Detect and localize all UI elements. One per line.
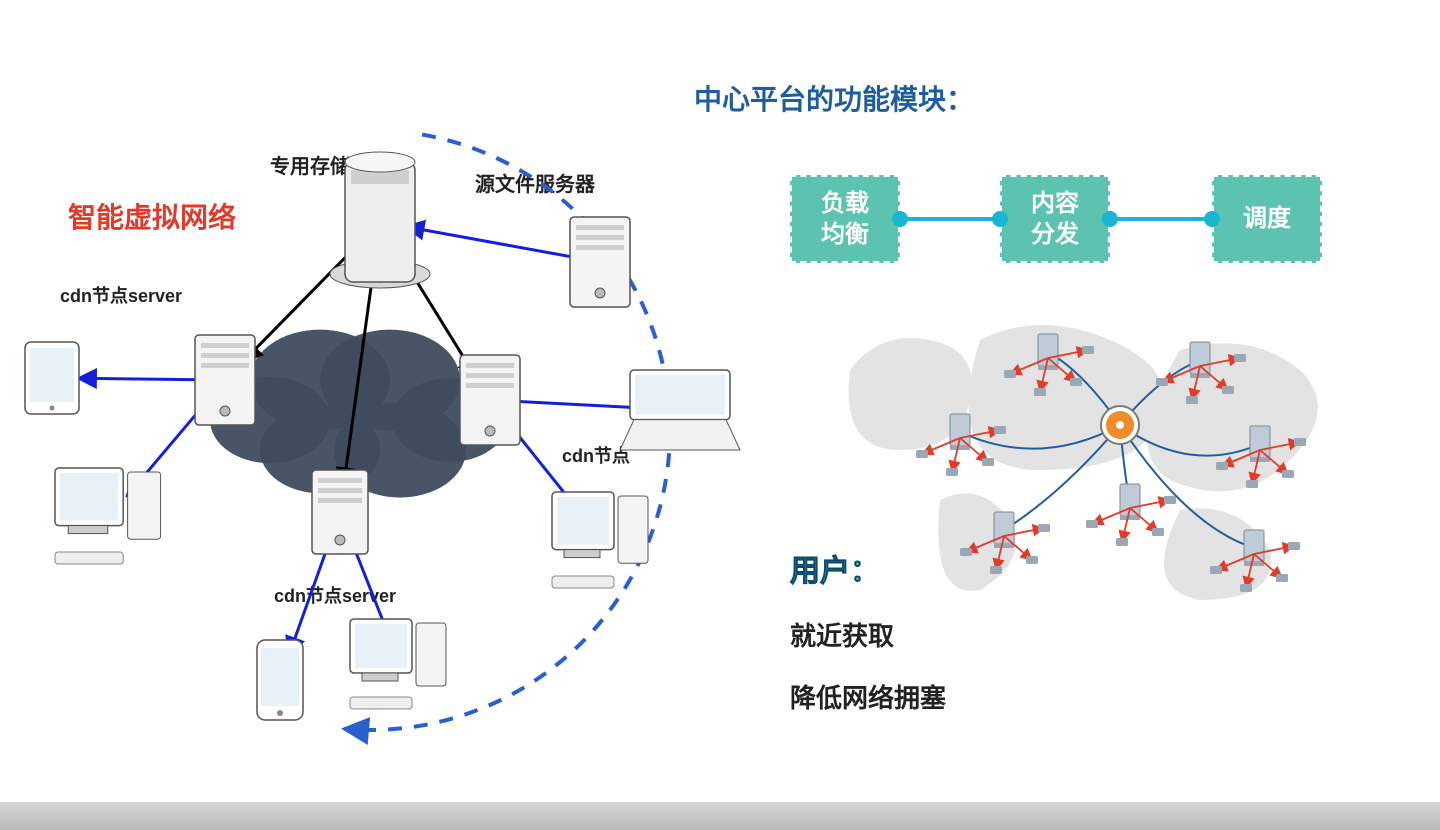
phone-icon	[257, 640, 303, 720]
svg-layer	[0, 0, 1440, 830]
server-icon	[312, 470, 368, 554]
world-map-icon	[849, 325, 1318, 600]
server-icon	[460, 355, 520, 445]
server-icon	[570, 217, 630, 307]
footer-bar	[0, 802, 1440, 830]
storage-icon	[330, 152, 430, 288]
server-icon	[195, 335, 255, 425]
desktop-icon	[350, 619, 446, 709]
laptop-icon	[620, 370, 740, 450]
desktop-icon	[552, 492, 648, 588]
desktop-icon	[55, 468, 161, 564]
tablet-icon	[25, 342, 79, 414]
slide-stage: 中心平台的功能模块： 负载 均衡 内容 分发 调度 用户： 就近获取 降低网络拥…	[0, 0, 1440, 830]
